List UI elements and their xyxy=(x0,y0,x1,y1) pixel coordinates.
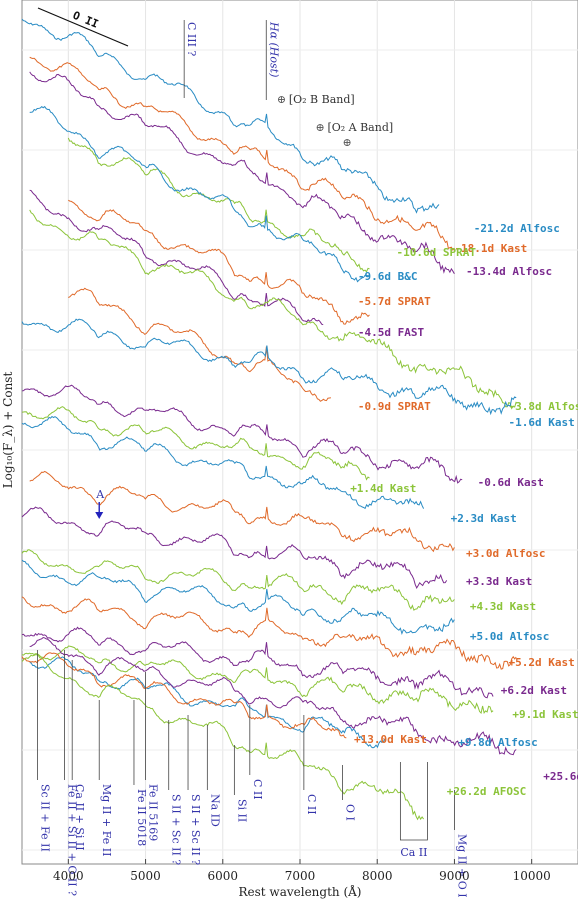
spectrum-label: -0.9d SPRAT xyxy=(358,400,431,413)
line-id-label: S II + Sc II ? xyxy=(189,794,202,865)
x-tick-label: 10000 xyxy=(513,869,551,883)
spectrum-line xyxy=(21,318,517,416)
o-ii-marker xyxy=(37,7,129,47)
spectrum-label: -5.7d SPRAT xyxy=(358,295,431,308)
x-tick-label: 5000 xyxy=(130,869,161,883)
telluric-symbol: ⊕ xyxy=(315,121,324,134)
line-id-label: Na ID xyxy=(208,794,221,827)
spectrum-label: -4.5d FAST xyxy=(358,326,425,339)
spectrum-line xyxy=(21,384,463,484)
line-id-label: C III ? xyxy=(185,22,198,56)
line-identifications: C III ? Hα (Host) Sc II + Fe II Fe II + Si … xyxy=(37,7,468,898)
ca-ii-label: Ca II xyxy=(400,846,427,859)
line-id-label: Sc II + Fe II xyxy=(38,784,51,852)
feature-a-arrowhead xyxy=(95,512,104,519)
spectrum-line xyxy=(21,645,494,715)
telluric-label: [O₂ A Band] xyxy=(327,121,393,134)
spectrum-line xyxy=(21,654,425,821)
x-axis-title: Rest wavelength (Å) xyxy=(239,884,362,899)
line-id-label: C II xyxy=(251,779,264,800)
spectrum-label: -10.6d SPRAT xyxy=(397,246,477,259)
spectrum-label: +5.0d Alfosc xyxy=(470,630,549,643)
feature-a-label: A xyxy=(95,488,105,501)
spectrum-label: +3.0d Alfosc xyxy=(466,547,545,560)
spectrum-line xyxy=(68,287,331,402)
spectrum-line xyxy=(29,105,370,283)
spectrum-label: +4.3d Kast xyxy=(470,600,536,613)
telluric-symbol: ⊕ xyxy=(342,136,351,149)
spectrum-label: -0.6d Kast xyxy=(478,476,544,489)
line-id-label: Fe II + Si II + O II ? xyxy=(65,784,78,896)
spectrum-label: +9.1d Kast xyxy=(512,708,578,721)
spectrum-line xyxy=(21,506,448,589)
spectrum-line xyxy=(21,596,517,670)
telluric-symbol: ⊕ xyxy=(277,93,286,106)
spectrum-line xyxy=(21,18,440,214)
line-id-label: Mg II + Fe II xyxy=(100,784,113,856)
spectrum-line xyxy=(67,137,370,273)
spectrum-line xyxy=(21,626,494,699)
axes: 4000 5000 6000 7000 8000 9000 10000 xyxy=(53,859,551,883)
spectrum-label: -18.1d Kast xyxy=(454,242,527,255)
y-axis-title: Log₁₀(F_λ) + Const xyxy=(1,372,15,489)
spectrum-line xyxy=(68,199,370,325)
spectrum-line xyxy=(21,415,425,510)
spectrum-line xyxy=(29,71,455,274)
line-id-label: S II + Sc II ? xyxy=(170,794,183,865)
spectrum-label: +3.3d Kast xyxy=(466,575,532,588)
spectrum-line xyxy=(21,652,347,739)
line-id-label: Hα (Host) xyxy=(267,21,280,77)
spectrum-label: +1.4d Kast xyxy=(350,482,416,495)
line-id-label: Mg II + O I xyxy=(455,834,468,898)
spectrum-label: +6.2d Kast xyxy=(501,684,567,697)
line-id-label: Ca II + Si II xyxy=(73,784,86,851)
spectrum-line xyxy=(29,189,324,326)
spectrum-line xyxy=(29,636,517,756)
spectrum-label: +25.6d Kast xyxy=(543,770,578,783)
spectra-series xyxy=(21,18,517,821)
spectrum-label: -9.6d B&C xyxy=(358,270,418,283)
ca-ii-bracket xyxy=(399,762,428,841)
spectrum-label: +26.2d AFOSC xyxy=(447,785,526,798)
spectrum-line xyxy=(29,209,517,410)
spectrum-label: -13.4d Alfosc xyxy=(466,265,552,278)
spectrum-line xyxy=(21,559,455,636)
line-id-label: Fe II 5169 xyxy=(147,784,160,841)
telluric-label: [O₂ B Band] xyxy=(289,93,355,106)
line-id-label: Si II xyxy=(235,799,248,822)
x-tick-label: 4000 xyxy=(53,869,84,883)
spectrum-label: -3.8d Alfosc xyxy=(509,400,578,413)
spectrum-line xyxy=(21,549,455,611)
x-tick-label: 7000 xyxy=(285,869,316,883)
spectrum-label: -21.2d Alfosc xyxy=(474,222,560,235)
spectrum-line xyxy=(29,470,455,553)
spectrum-line xyxy=(21,406,370,481)
x-tick-label: 9000 xyxy=(439,869,470,883)
spectrum-label: +9.8d Alfosc xyxy=(458,736,537,749)
line-id-label: C II xyxy=(305,794,318,815)
x-tick-label: 6000 xyxy=(208,869,239,883)
line-id-label: Fe II 5018 xyxy=(135,789,148,846)
line-id-label: O I xyxy=(343,804,356,821)
spectrum-line xyxy=(29,56,455,252)
spectrum-label: -1.6d Kast xyxy=(509,416,575,429)
x-tick-label: 8000 xyxy=(362,869,393,883)
spectrum-labels: -21.2d Alfosc -18.1d Kast -13.4d Alfosc -10… xyxy=(350,222,578,798)
spectrum-label: +13.0d Kast xyxy=(354,733,427,746)
spectrum-label: +5.2d Kast xyxy=(509,656,575,669)
spectrum-label: +2.3d Kast xyxy=(451,512,517,525)
